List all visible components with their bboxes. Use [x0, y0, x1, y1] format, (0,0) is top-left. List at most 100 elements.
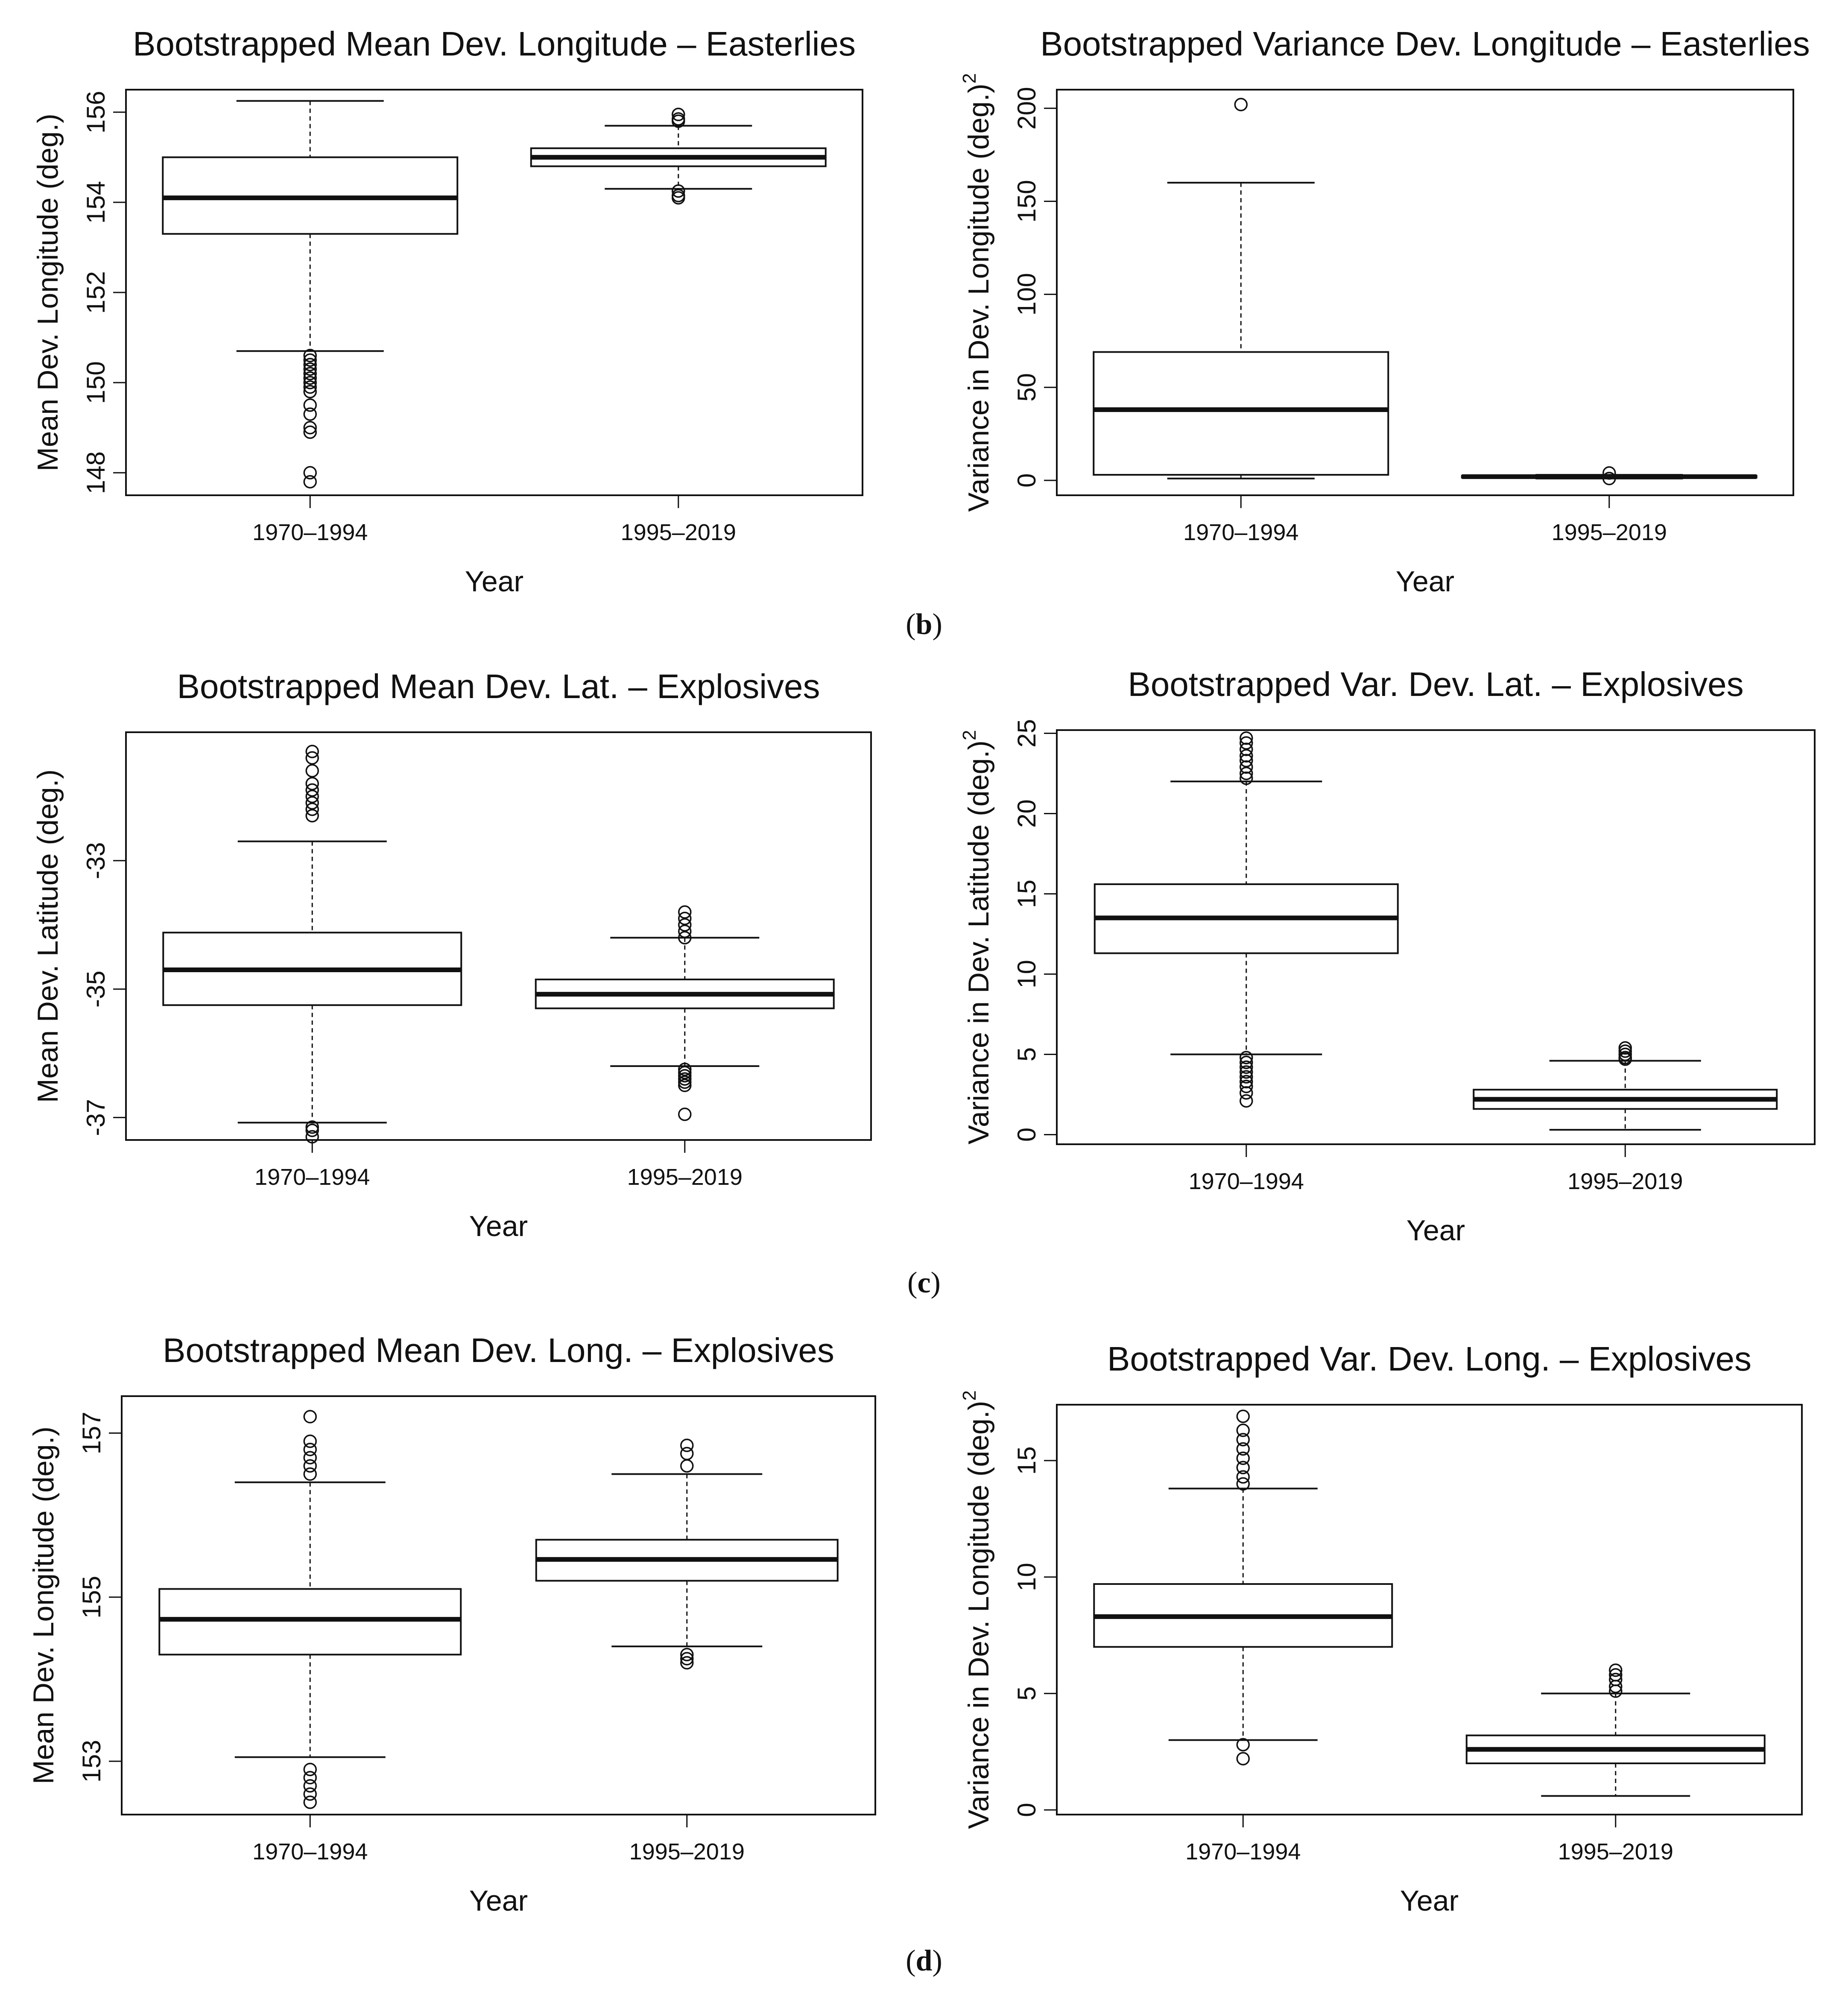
outlier-point — [1236, 1752, 1250, 1765]
outlier-point — [305, 1130, 319, 1144]
x-tick-label: 1995–2019 — [1567, 1169, 1683, 1194]
y-tick-label: 0 — [1012, 1128, 1041, 1142]
subfigure-label-b: (b) — [906, 608, 942, 641]
panel-mean-lon-easterlies: Bootstrapped Mean Dev. Longitude – Easte… — [32, 25, 863, 598]
outlier-point — [303, 353, 317, 367]
outlier-point — [680, 1656, 694, 1670]
outlier-point — [305, 783, 319, 797]
outlier-point — [678, 918, 692, 932]
y-tick-label: 25 — [1012, 719, 1041, 748]
x-axis-label: Year — [1400, 1885, 1459, 1917]
outlier-point — [1236, 1470, 1250, 1484]
outlier-point — [1236, 1409, 1250, 1423]
outlier-point — [1236, 1433, 1250, 1447]
subfigure-label-c: (c) — [907, 1266, 941, 1299]
outlier-point — [305, 1120, 319, 1134]
y-axis-label: Mean Dev. Longitude (deg.) — [27, 1426, 60, 1784]
x-axis-label: Year — [1396, 565, 1454, 598]
chart-title: Bootstrapped Variance Dev. Longitude – E… — [1040, 25, 1810, 63]
outlier-point — [680, 1459, 694, 1473]
outlier-point — [678, 912, 692, 925]
outlier-point — [678, 1072, 692, 1086]
outlier-point — [672, 184, 685, 198]
outlier-point — [1602, 472, 1616, 485]
outlier-point — [1240, 754, 1253, 768]
outlier-point — [678, 1108, 692, 1121]
chart-title: Bootstrapped Mean Dev. Longitude – Easte… — [133, 25, 856, 63]
outlier-point — [303, 1779, 317, 1793]
panel-mean-lon-explosives: Bootstrapped Mean Dev. Long. – Explosive… — [27, 1331, 876, 1917]
outlier-point — [1236, 1461, 1250, 1475]
panel-var-lat-explosives: Bootstrapped Var. Dev. Lat. – Explosives… — [959, 665, 1816, 1247]
x-tick-label: 1995–2019 — [621, 520, 736, 545]
outlier-point — [303, 1443, 317, 1456]
x-tick-label: 1995–2019 — [1552, 520, 1667, 545]
outlier-point — [303, 1434, 317, 1448]
box-2 — [1461, 466, 1757, 485]
box-2 — [1473, 1041, 1778, 1131]
outlier-point — [305, 764, 319, 777]
outlier-point — [1618, 1044, 1632, 1058]
outlier-point — [1236, 1738, 1250, 1752]
chart-title: Bootstrapped Mean Dev. Lat. – Explosives — [177, 667, 820, 705]
subfigure-label-d: (d) — [906, 1944, 942, 1977]
outlier-point — [305, 802, 319, 816]
x-axis-label: Year — [465, 565, 523, 598]
box-1 — [1093, 98, 1389, 479]
outlier-point — [678, 1069, 692, 1083]
outlier-point — [303, 367, 317, 380]
outlier-point — [303, 425, 317, 439]
y-tick-label: 50 — [1012, 373, 1041, 402]
y-axis-label: Mean Dev. Longitude (deg.) — [32, 114, 64, 471]
outlier-point — [303, 1410, 317, 1423]
outlier-point — [1618, 1047, 1632, 1061]
outlier-point — [303, 380, 317, 394]
y-tick-label: 150 — [82, 361, 110, 404]
x-axis-label: Year — [469, 1885, 528, 1917]
x-tick-label: 1970–1994 — [252, 520, 368, 545]
outlier-point — [678, 1066, 692, 1079]
chart-title: Bootstrapped Var. Dev. Lat. – Explosives — [1128, 665, 1743, 703]
plot-frame — [1056, 729, 1816, 1145]
outlier-point — [1236, 1451, 1250, 1465]
y-tick-label: 0 — [1012, 1803, 1041, 1817]
box-1 — [1093, 1409, 1393, 1765]
box-1 — [162, 100, 459, 489]
outlier-point — [1609, 1663, 1623, 1677]
panel-mean-lat-explosives: Bootstrapped Mean Dev. Lat. – Explosives… — [32, 667, 872, 1242]
plot-frame — [1056, 1404, 1803, 1815]
y-tick-label: 154 — [82, 181, 110, 224]
box-1 — [162, 745, 462, 1144]
outlier-point — [303, 407, 317, 421]
panel-var-lon-explosives: Bootstrapped Var. Dev. Long. – Explosive… — [959, 1340, 1803, 1917]
outlier-point — [680, 1648, 694, 1662]
box-2 — [535, 905, 835, 1121]
outlier-point — [303, 1795, 317, 1809]
outlier-point — [678, 924, 692, 938]
outlier-point — [303, 1467, 317, 1481]
outlier-point — [1240, 1060, 1253, 1074]
outlier-point — [303, 349, 317, 362]
y-tick-label: 20 — [1012, 799, 1041, 828]
outlier-point — [305, 809, 319, 823]
outlier-point — [305, 789, 319, 804]
outlier-point — [680, 1438, 694, 1453]
outlier-point — [678, 1078, 692, 1092]
y-tick-label: 153 — [77, 1740, 106, 1783]
outlier-point — [305, 796, 319, 810]
box-2 — [1465, 1663, 1766, 1797]
outlier-point — [303, 362, 317, 376]
box-2 — [535, 1438, 839, 1670]
x-tick-label: 1970–1994 — [1183, 520, 1298, 545]
x-tick-label: 1995–2019 — [629, 1839, 745, 1865]
y-tick-label: -35 — [82, 970, 110, 1008]
y-tick-label: 0 — [1012, 473, 1041, 487]
y-tick-label: 100 — [1012, 273, 1041, 316]
outlier-point — [1240, 1094, 1253, 1108]
box-1 — [158, 1410, 462, 1809]
y-tick-label: -37 — [82, 1099, 110, 1136]
y-tick-label: 150 — [1012, 180, 1041, 222]
y-tick-label: 5 — [1012, 1047, 1041, 1061]
y-tick-label: 152 — [82, 271, 110, 314]
outlier-point — [305, 777, 319, 791]
